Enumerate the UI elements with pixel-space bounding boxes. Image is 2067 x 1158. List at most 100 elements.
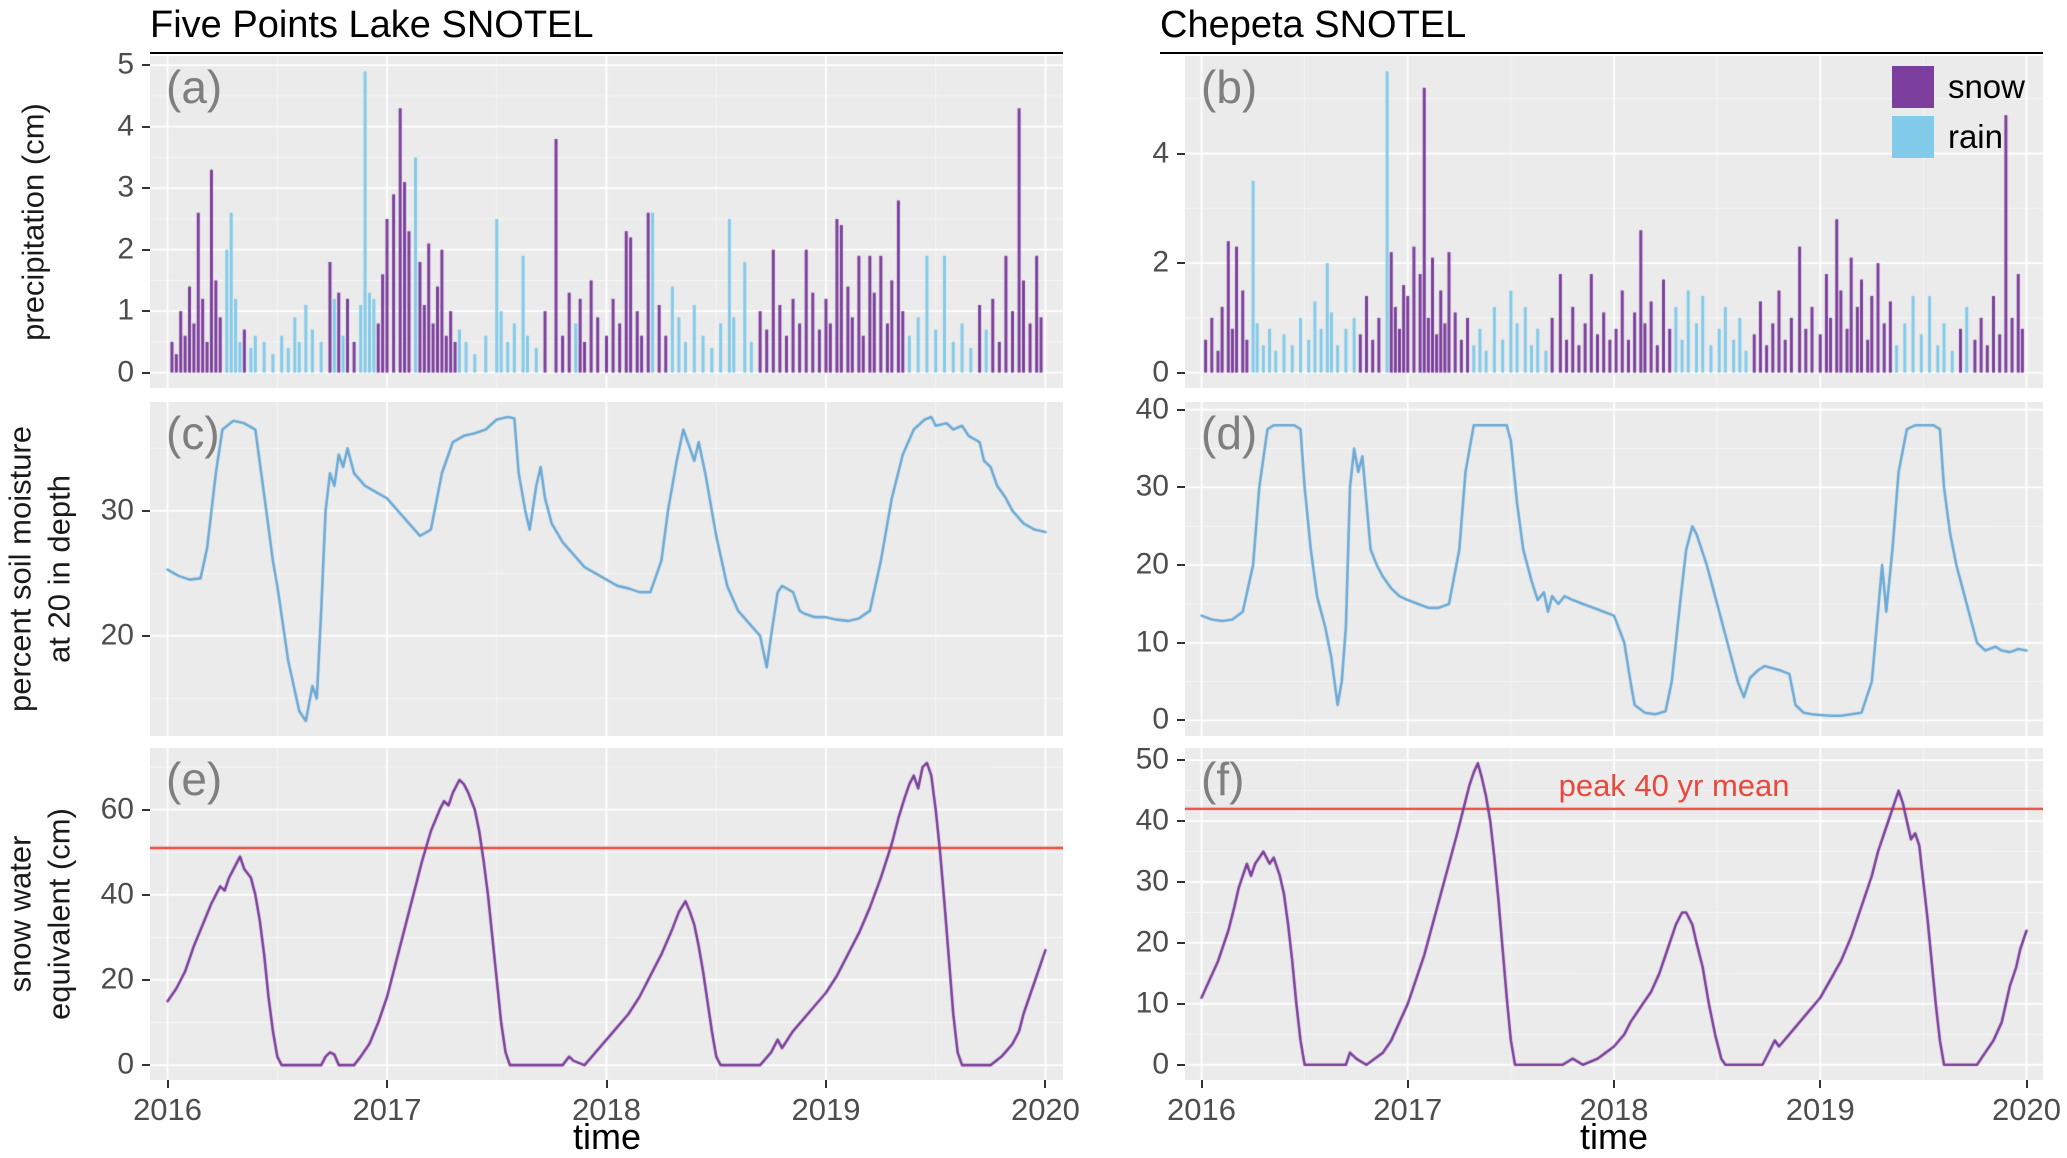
panel-letter-b: (b) — [1201, 61, 1258, 113]
swe-label-line1: snow water — [2, 835, 38, 993]
legend-label-snow: snow — [1947, 68, 2025, 105]
y-tick-label: 2 — [1152, 245, 1169, 279]
panel-letter-f: (f) — [1201, 753, 1245, 805]
right-column-title: Chepeta SNOTEL — [1160, 4, 1467, 46]
y-tick-mark — [142, 371, 150, 374]
x-tick-label: 2020 — [1010, 1092, 1080, 1127]
panel-a-canvas — [150, 56, 1063, 388]
snow-swatch — [1891, 66, 1934, 108]
y-tick-label: 0 — [1152, 702, 1169, 736]
peak-mean-label: peak 40 yr mean — [1558, 768, 1790, 803]
panel-letter-c: (c) — [166, 407, 220, 459]
x-tick-mark — [386, 1080, 389, 1088]
y-tick-label: 20 — [1135, 925, 1169, 959]
x-axis-label-left: time — [572, 1116, 642, 1157]
soil-label-line2: at 20 in depth — [41, 475, 76, 663]
y-tick-label: 0 — [117, 354, 134, 388]
panel-f-canvas — [1185, 748, 2043, 1080]
y-tick-label: 20 — [100, 962, 134, 996]
left-column-title: Five Points Lake SNOTEL — [150, 4, 594, 46]
y-tick-label: 40 — [1135, 392, 1169, 426]
y-tick-label: 20 — [100, 618, 134, 652]
x-tick-label: 2017 — [1373, 1092, 1443, 1127]
y-tick-mark — [1177, 759, 1185, 762]
y-tick-label: 2 — [117, 231, 134, 265]
y-tick-mark — [1177, 1063, 1185, 1066]
x-tick-label: 2017 — [352, 1092, 422, 1127]
legend-row-rain: rain — [1891, 116, 2025, 158]
x-tick-mark — [1613, 1080, 1615, 1088]
y-tick-label: 0 — [1152, 1047, 1169, 1081]
x-tick-mark — [166, 1080, 169, 1088]
y-tick-label: 30 — [1135, 469, 1169, 503]
x-tick-mark — [1200, 1080, 1203, 1088]
x-tick-mark — [1819, 1080, 1822, 1088]
y-axis-label-precipitation-text: precipitation (cm) — [15, 103, 51, 341]
y-tick-mark — [1177, 152, 1185, 155]
panel-d-canvas — [1185, 402, 2043, 736]
y-tick-mark — [142, 64, 150, 67]
y-tick-mark — [1177, 820, 1185, 823]
y-tick-label: 60 — [100, 792, 134, 826]
legend-label-rain: rain — [1947, 118, 2003, 155]
y-tick-mark — [1177, 408, 1185, 411]
y-tick-mark — [142, 248, 150, 251]
y-tick-label: 10 — [1135, 986, 1169, 1020]
y-tick-label: 30 — [100, 493, 134, 527]
legend: snow rain — [1891, 66, 2025, 158]
y-tick-mark — [142, 509, 150, 512]
panel-b-canvas — [1185, 56, 2043, 388]
panel-e-swe-fivepoints: (e) 0 20 40 60 2016 2017 2018 2019 2020 — [101, 748, 1080, 1127]
y-tick-label: 4 — [117, 109, 134, 143]
rain-swatch — [1891, 116, 1934, 158]
y-axis-label-soil-moisture: percent soil moisture at 20 in depth — [1, 426, 79, 712]
y-tick-mark — [142, 1064, 150, 1067]
y-tick-label: 5 — [117, 47, 134, 81]
x-tick-mark — [2025, 1080, 2028, 1088]
y-tick-mark — [142, 187, 150, 190]
y-tick-label: 50 — [1135, 742, 1169, 776]
y-tick-mark — [142, 310, 150, 313]
y-tick-label: 4 — [1152, 135, 1169, 169]
panel-e-canvas — [150, 748, 1063, 1080]
y-tick-mark — [142, 808, 150, 811]
panel-letter-e: (e) — [166, 753, 223, 805]
x-tick-mark — [824, 1080, 827, 1088]
panel-a-precipitation-fivepoints: (a) 0 1 2 3 4 5 — [117, 48, 1063, 388]
y-axis-label-precipitation: precipitation (cm) — [15, 103, 54, 341]
x-tick-label: 2016 — [1167, 1092, 1236, 1127]
y-tick-mark — [1177, 486, 1185, 489]
y-tick-mark — [1177, 1002, 1185, 1005]
x-tick-label: 2019 — [791, 1092, 861, 1127]
y-axis-label-swe: snow water equivalent (cm) — [1, 808, 79, 1020]
y-tick-label: 30 — [1135, 864, 1169, 898]
y-tick-mark — [1177, 262, 1185, 265]
y-tick-label: 0 — [1152, 354, 1169, 388]
swe-label-line2: equivalent (cm) — [41, 808, 76, 1020]
y-tick-mark — [1177, 719, 1185, 722]
y-tick-mark — [142, 978, 150, 981]
x-tick-label: 2018 — [1579, 1092, 1649, 1127]
right-title-underline — [1160, 52, 2043, 54]
x-tick-label: 2019 — [1785, 1092, 1855, 1127]
x-tick-mark — [1406, 1080, 1409, 1088]
panel-letter-d: (d) — [1201, 407, 1258, 459]
x-axis-label-right: time — [1579, 1116, 1649, 1157]
panel-d-soil-moisture-chepeta: (d) 0 10 20 30 40 — [1136, 392, 2043, 736]
x-tick-label: 2020 — [1992, 1092, 2061, 1127]
y-tick-mark — [142, 125, 150, 128]
y-tick-label: 10 — [1135, 625, 1169, 659]
soil-label-line1: percent soil moisture — [2, 425, 38, 713]
x-tick-mark — [605, 1080, 608, 1088]
panel-b-precipitation-chepeta: (b) snow rain 0 2 4 — [1152, 56, 2043, 388]
panel-c-soil-moisture-fivepoints: (c) 20 30 — [101, 402, 1063, 736]
y-tick-mark — [1177, 941, 1185, 944]
y-tick-mark — [142, 634, 150, 637]
y-tick-mark — [1177, 881, 1185, 884]
panel-f-swe-chepeta: (f) peak 40 yr mean 0 10 20 30 40 50 2016 2017 2… — [1136, 742, 2061, 1127]
panel-letter-a: (a) — [166, 61, 223, 113]
x-tick-label: 2016 — [133, 1092, 203, 1127]
left-title-underline — [150, 52, 1063, 54]
y-tick-label: 1 — [117, 293, 134, 327]
